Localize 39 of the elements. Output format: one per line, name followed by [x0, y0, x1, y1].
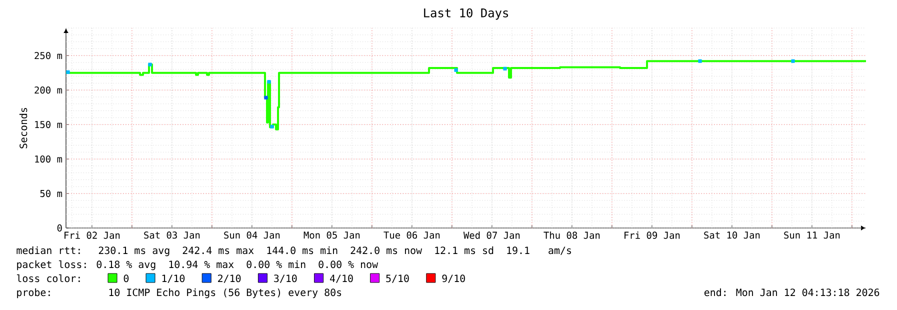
text: end: Mon Jan 12 04:13:18 2026	[704, 288, 880, 296]
x-tick-label: Thu 08 Jan	[544, 232, 600, 239]
y-axis-title: Seconds	[19, 108, 28, 148]
x-tick-label: Mon 05 Jan	[304, 232, 360, 239]
legend-label: 2/10	[218, 274, 241, 283]
chart-title: Last 10 Days	[424, 8, 508, 20]
legend-label: 5/10	[386, 274, 409, 283]
text: probe: 10 ICMP Echo Pings (56 Bytes) every 80s	[17, 288, 342, 298]
legend-title: loss color:	[16, 274, 80, 282]
x-tick-label: Sun 04 Jan	[224, 232, 280, 239]
point	[503, 66, 507, 70]
x-tick-label: Fri 09 Jan	[624, 232, 680, 239]
y-tick-label: 250 m	[34, 52, 62, 60]
point	[148, 62, 152, 66]
point	[264, 96, 268, 100]
point	[270, 124, 274, 128]
legend-label: 1/10	[162, 274, 185, 283]
legend-label: 0	[124, 274, 129, 282]
point	[791, 59, 795, 63]
point	[454, 68, 458, 72]
point	[66, 70, 70, 74]
legend-label: 3/10	[274, 274, 297, 283]
x-tick-label: Wed 07 Jan	[463, 232, 520, 239]
y-tick-label: 100 m	[35, 155, 62, 163]
y-tick-label: 0	[57, 224, 62, 232]
x-tick-label: Tue 06 Jan	[384, 232, 440, 239]
legend-label: 9/10	[442, 274, 465, 283]
text: packet loss: 0.18 % avg 10.94 % max 0.00 % min 0.00 % now	[17, 260, 378, 270]
x-tick-label: Sat 03 Jan	[144, 232, 200, 239]
legend-label: 4/10	[330, 274, 353, 283]
y-tick-label: 50 m	[40, 190, 62, 198]
x-tick-label: Fri 02 Jan	[64, 232, 120, 239]
y-tick-label: 150 m	[35, 120, 62, 128]
text: median rtt: 230.1 ms avg 242.4 ms max 144.0 ms min 242.0 ms now 12.1 ms sd 19.1 am/s	[16, 246, 571, 256]
x-tick-label: Sat 10 Jan	[704, 232, 760, 239]
point	[698, 59, 702, 63]
y-tick-label: 200 m	[34, 86, 62, 94]
point	[267, 80, 271, 84]
x-tick-label: Sun 11 Jan	[784, 232, 840, 239]
